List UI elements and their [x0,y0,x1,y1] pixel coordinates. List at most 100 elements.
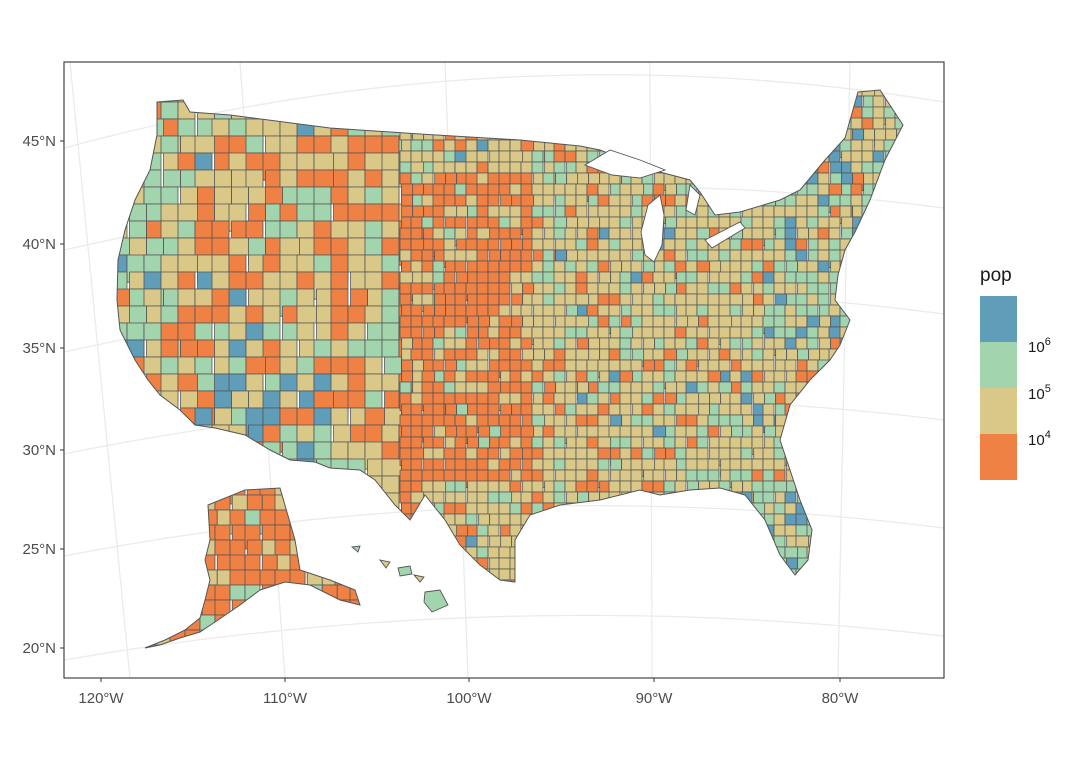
county-cell [476,403,489,416]
county-cell [399,469,412,482]
county-cell [487,271,500,284]
county-cell [720,425,733,438]
county-cell [246,539,263,556]
county-cell [630,381,643,394]
county-cell [685,227,698,240]
county-cell [531,161,544,174]
county-cell [632,249,645,262]
county-cell [489,249,502,262]
county-cell [313,441,332,460]
county-cell [577,172,590,185]
county-cell [718,216,731,229]
county-cell [381,305,400,324]
county-cell [586,359,599,372]
county-cell [586,414,599,427]
county-cell [522,348,535,361]
county-cell [421,271,434,284]
county-cell [399,238,412,251]
county-cell [381,339,400,358]
county-cell [542,491,555,504]
county-cell [817,271,830,284]
county-cell [740,282,753,295]
county-cell [685,337,698,350]
county-cell [443,502,456,515]
county-cell [762,260,775,273]
county-cell [443,271,456,284]
county-cell [211,220,230,239]
county-cell [177,152,196,171]
county-cell [498,568,511,581]
county-cell [729,447,742,460]
county-cell [401,337,414,350]
county-cell [828,304,841,317]
county-cell [381,169,400,188]
county-cell [742,304,755,317]
county-cell [211,237,230,256]
county-cell [894,117,903,130]
county-cell [511,315,524,328]
county-cell [279,407,298,426]
county-cell [641,392,654,405]
county-cell [228,118,247,137]
county-cell [194,407,213,426]
county-cell [740,403,753,416]
county-cell [696,304,709,317]
county-cell [465,513,478,526]
county-cell [330,186,349,205]
county-cell [330,373,349,392]
county-cell [663,480,676,493]
county-cell [432,315,445,328]
county-cell [696,348,709,361]
county-cell [641,425,654,438]
lake-huron [685,184,701,216]
county-cell [498,282,511,295]
county-cell [610,458,623,471]
lon-label: 80°W [822,690,860,707]
county-cell [586,282,599,295]
county-cell [707,249,720,262]
county-cell [773,304,786,317]
county-cell [509,458,522,471]
county-cell [313,186,332,205]
county-cell [476,392,489,405]
county-cell [228,356,247,375]
county-cell [520,205,533,218]
county-cell [542,458,555,471]
county-cell [663,326,676,339]
county-cell [742,293,755,306]
county-cell [751,359,764,372]
county-cell [487,293,500,306]
county-cell [454,480,467,493]
county-cell [498,150,511,163]
county-cell [465,392,478,405]
county-cell [279,356,298,375]
county-cell [630,425,643,438]
county-cell [795,249,808,262]
county-cell [126,322,145,341]
county-cell [245,322,264,341]
county-cell [487,326,500,339]
county-cell [586,370,599,383]
county-cell [381,186,400,205]
county-cell [465,425,478,438]
county-cell [313,373,332,392]
county-cell [465,381,478,394]
county-cell [421,150,434,163]
county-cell [795,216,808,229]
county-cell [381,152,400,171]
contiguous-us-outline [116,89,904,583]
county-cell [231,390,249,409]
county-cell [663,227,676,240]
county-cell [731,480,744,493]
county-cell [454,183,467,196]
county-cell [274,524,291,541]
county-cell [347,135,366,154]
county-cell [751,271,764,284]
county-cell [432,194,445,207]
county-cell [819,315,832,328]
county-cell [401,194,414,207]
county-cell [259,569,276,586]
county-cell [160,101,179,120]
county-cell [160,135,179,154]
county-cell [160,339,179,358]
